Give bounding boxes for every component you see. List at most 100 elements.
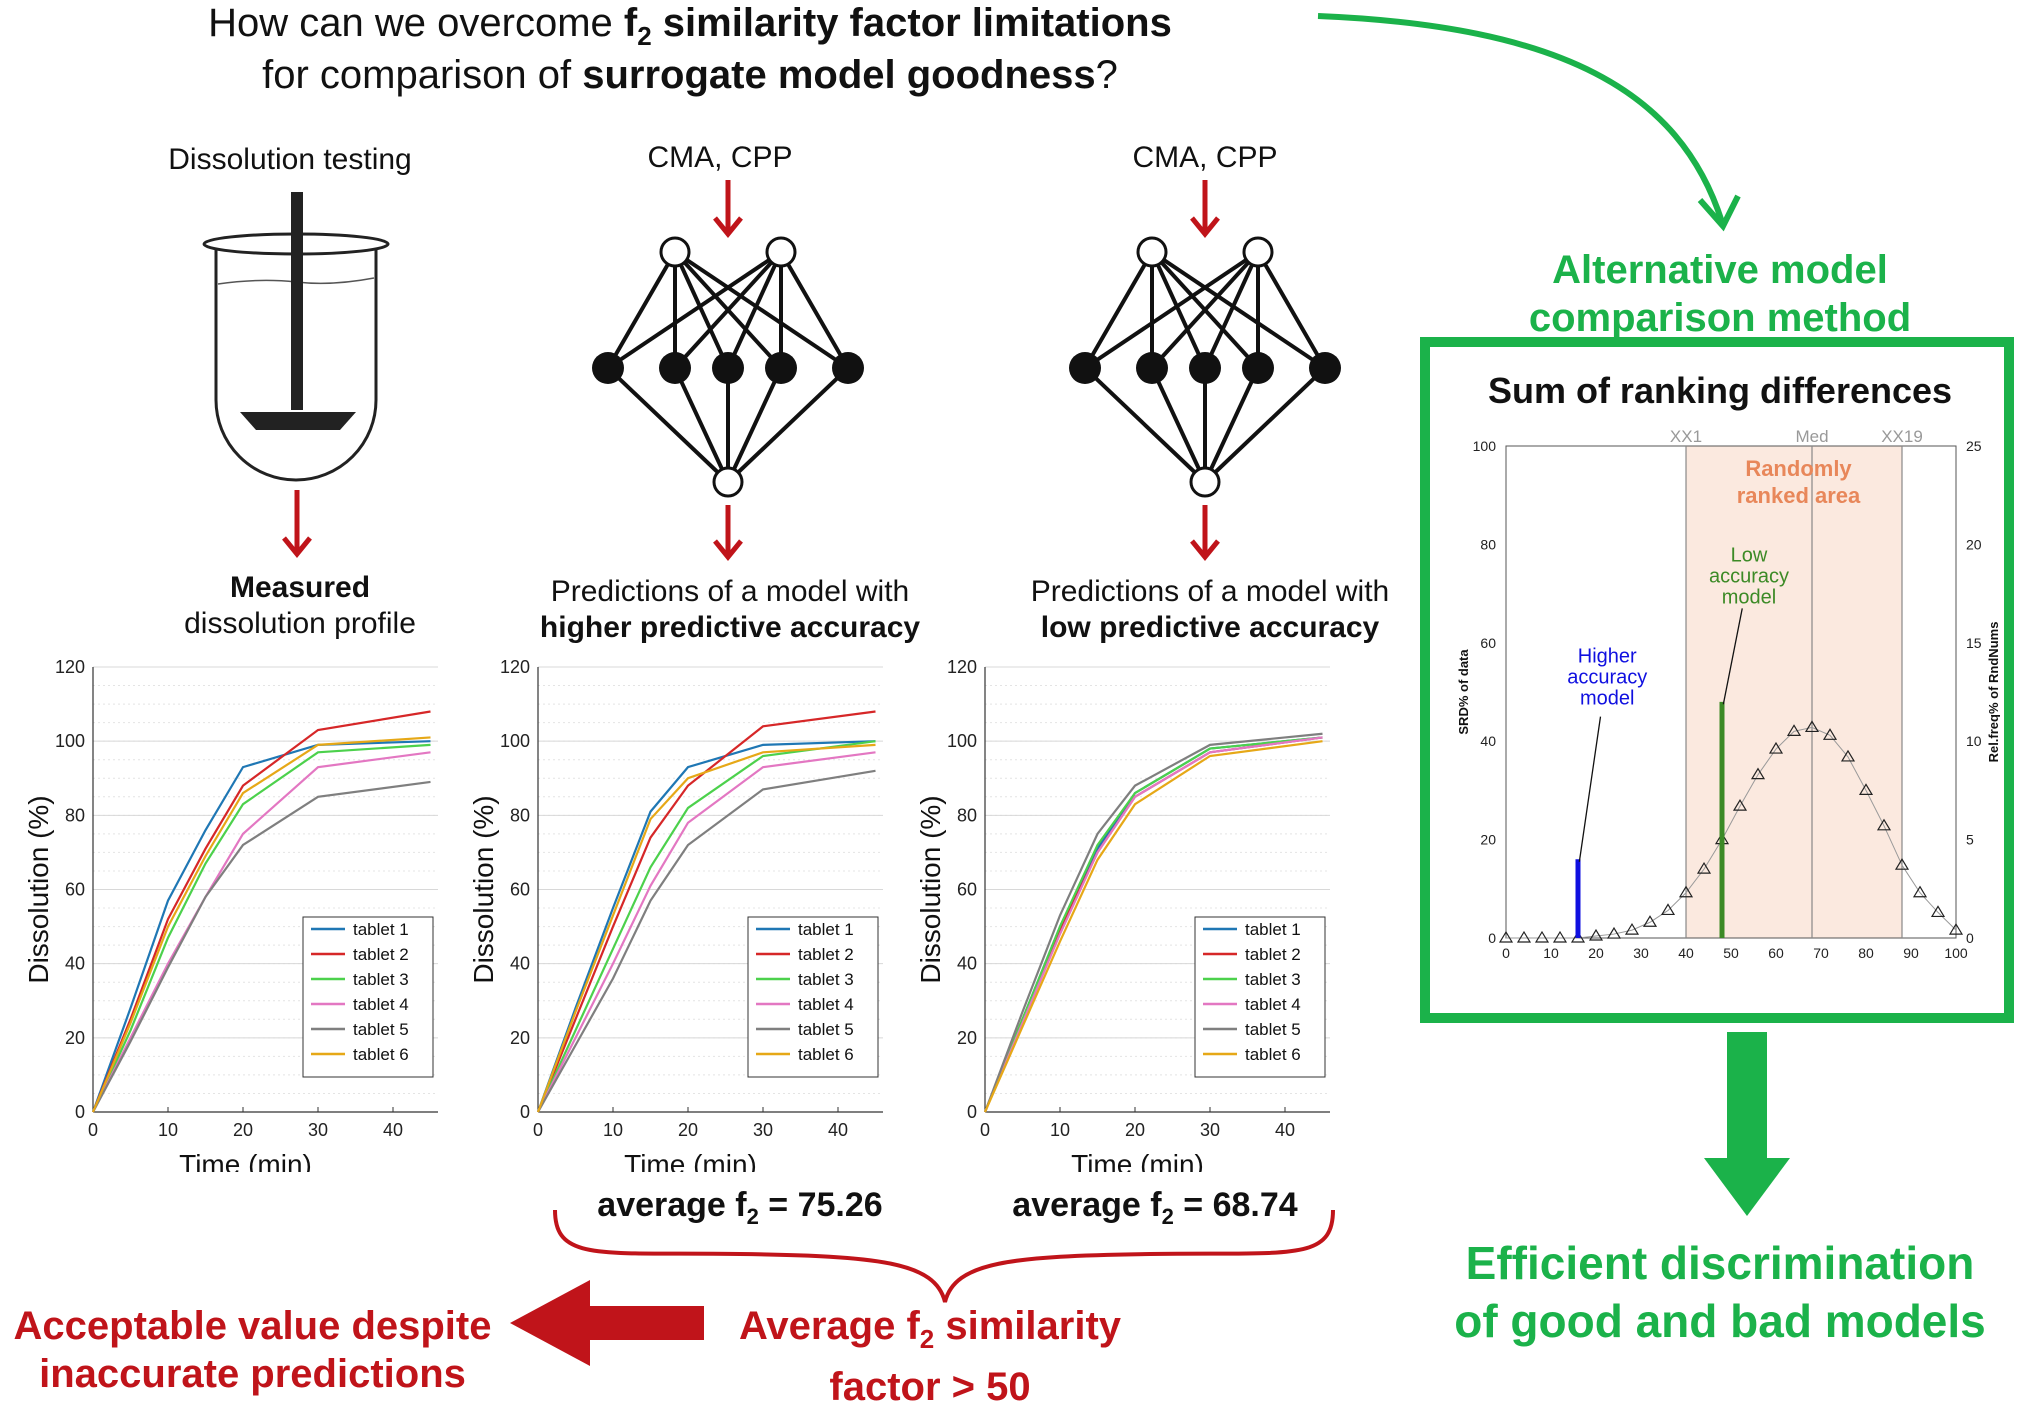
y-tick-label: 0 [520, 1102, 530, 1122]
y-tick-label: 0 [75, 1102, 85, 1122]
x-tick-label: 30 [1200, 1120, 1220, 1140]
legend-label: tablet 2 [353, 945, 409, 964]
x-tick-label: 20 [233, 1120, 253, 1140]
y-tick-label: 100 [500, 731, 530, 751]
model-high-input-label: CMA, CPP [647, 141, 793, 174]
acceptable-value-text: Acceptable value despite inaccurate pred… [13, 1304, 492, 1396]
series-line [92, 743, 431, 1113]
legend-label: tablet 5 [353, 1020, 409, 1039]
series-line [91, 736, 431, 1113]
x-axis-label: Time (min) [1071, 1149, 1204, 1172]
hidden-node [712, 352, 744, 384]
series-line [91, 710, 431, 1113]
x-tick-label: 40 [1275, 1120, 1295, 1140]
y-tick-label: 120 [55, 657, 85, 677]
curly-brace [553, 1209, 1335, 1303]
distribution-marker [1516, 930, 1532, 943]
distribution-marker [1642, 915, 1658, 927]
series-line [983, 736, 1323, 1113]
legend-label: tablet 6 [353, 1045, 409, 1064]
y-tick-label: 20 [957, 1028, 977, 1048]
y-tick-label: 80 [957, 805, 977, 825]
y2-tick-label: 25 [1966, 438, 1982, 454]
legend-label: tablet 1 [353, 920, 409, 939]
distribution-marker [1948, 922, 1964, 935]
low-model-pointer [1722, 608, 1743, 705]
hidden-node [832, 352, 864, 384]
distribution-marker [1786, 724, 1802, 736]
f2-low: average f2 = 68.74 [1012, 1186, 1298, 1229]
legend-label: tablet 1 [1245, 920, 1301, 939]
low-accuracy-chart: 0 20 40 60 80 100 120 0 10 20 30 40 Time (min) Dissol… [915, 657, 1330, 1172]
srd-title: Sum of ranking differences [1487, 370, 1953, 411]
series-line [983, 740, 1323, 1113]
x-tick-label: 20 [1125, 1120, 1145, 1140]
measured-dissolution-chart: 0 20 40 60 80 100 120 0 10 20 30 40 Time (min) Dissol… [23, 657, 438, 1172]
y-tick-label: 60 [65, 880, 85, 900]
legend-label: tablet 6 [1245, 1045, 1301, 1064]
legend-label: tablet 3 [353, 970, 409, 989]
x-tick-label: 20 [1588, 945, 1604, 961]
green-curved-arrow [1317, 13, 1741, 232]
distribution-marker [1624, 922, 1640, 935]
legend-label: tablet 2 [798, 945, 854, 964]
x-tick-label: 0 [533, 1120, 543, 1140]
y2-tick-label: 10 [1966, 733, 1982, 749]
dissolution-testing-label: Dissolution testing [168, 143, 412, 176]
distribution-marker [1750, 767, 1766, 780]
x-tick-label: 30 [1633, 945, 1649, 961]
x-tick-label: 60 [1768, 945, 1784, 961]
y2-axis-label: Rel.freq% of RndNums [1986, 622, 2000, 763]
model-low-input-label: CMA, CPP [1132, 141, 1278, 174]
low-model-label: accuracy [1709, 566, 1789, 588]
legend-box [1194, 916, 1326, 1078]
distribution-marker [1552, 930, 1568, 943]
low-model-label: Low [1731, 545, 1768, 567]
x-tick-label: 10 [158, 1120, 178, 1140]
random-area-label: ranked area [1737, 483, 1861, 508]
distribution-marker [1912, 885, 1928, 898]
output-node [712, 466, 744, 498]
legend-label: tablet 3 [798, 970, 854, 989]
x-axis-label: Time (min) [179, 1149, 312, 1172]
x-tick-label: 10 [1050, 1120, 1070, 1140]
measured-caption: Measured dissolution profile [184, 571, 416, 640]
hidden-node [1069, 352, 1101, 384]
alternative-method-text: Alternative model comparison method [1528, 248, 1912, 340]
legend-box [747, 916, 879, 1078]
green-down-arrow [1704, 1032, 1790, 1216]
y-tick-label: 60 [510, 880, 530, 900]
distribution-marker [1858, 783, 1874, 795]
higher-model-label: Higher [1578, 645, 1637, 667]
reference-label: XX19 [1881, 427, 1923, 446]
x-tick-label: 100 [1944, 945, 1968, 961]
y-tick-label: 80 [510, 805, 530, 825]
srd-box [1420, 337, 2014, 1023]
hidden-node [1189, 352, 1221, 384]
x-tick-label: 70 [1813, 945, 1829, 961]
distribution-marker [1534, 930, 1550, 943]
distribution-marker [1822, 728, 1838, 740]
legend-label: tablet 4 [798, 995, 854, 1014]
input-node [1242, 236, 1274, 268]
hidden-node [1242, 352, 1274, 384]
y-tick-label: 120 [947, 657, 977, 677]
distribution-marker [1498, 930, 1514, 943]
distribution-marker [1840, 749, 1856, 762]
x-tick-label: 40 [828, 1120, 848, 1140]
reference-label: XX1 [1670, 427, 1702, 446]
x-tick-label: 90 [1903, 945, 1919, 961]
red-left-arrow [510, 1280, 704, 1366]
hidden-node [659, 352, 691, 384]
series-line [983, 736, 1323, 1113]
x-tick-label: 50 [1723, 945, 1739, 961]
higher-model-label: model [1580, 687, 1634, 709]
x-tick-label: 10 [603, 1120, 623, 1140]
y-tick-label: 100 [1473, 438, 1497, 454]
series-line [537, 751, 876, 1113]
distribution-marker [1660, 903, 1676, 916]
legend-label: tablet 1 [798, 920, 854, 939]
distribution-marker [1930, 905, 1946, 918]
distribution-marker [1768, 741, 1784, 754]
